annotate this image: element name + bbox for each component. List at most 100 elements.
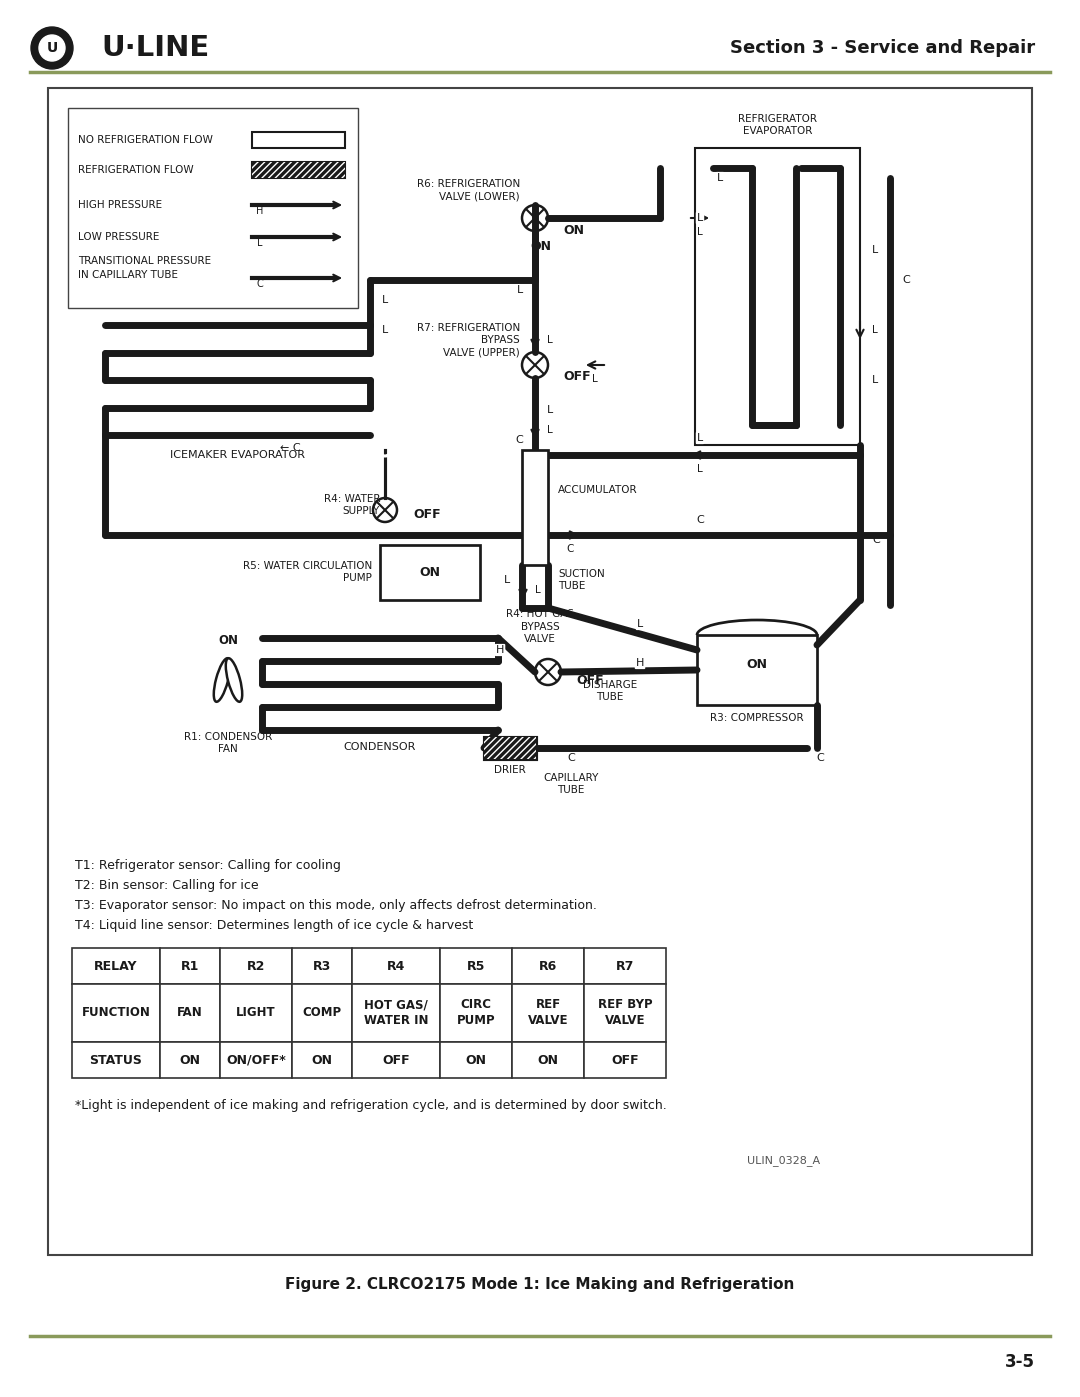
Text: L: L (872, 326, 878, 335)
Text: COMP: COMP (302, 1006, 341, 1020)
Bar (72, 1042, 160, 1078)
Text: ACCUMULATOR: ACCUMULATOR (558, 485, 637, 495)
Bar (584, 1042, 666, 1078)
Text: REFRIGERATION FLOW: REFRIGERATION FLOW (78, 165, 193, 175)
Text: *Light is independent of ice making and refrigeration cycle, and is determined b: *Light is independent of ice making and … (75, 1099, 666, 1112)
Ellipse shape (214, 658, 230, 701)
Bar (72, 949, 160, 983)
Text: C: C (902, 275, 909, 285)
Circle shape (39, 35, 65, 61)
Text: ON: ON (311, 1053, 333, 1066)
Text: T4: Liquid line sensor: Determines length of ice cycle & harvest: T4: Liquid line sensor: Determines lengt… (75, 918, 473, 932)
Text: NO REFRIGERATION FLOW: NO REFRIGERATION FLOW (78, 136, 213, 145)
Text: C: C (566, 543, 573, 555)
Text: OFF: OFF (382, 1053, 409, 1066)
Text: L: L (257, 237, 262, 249)
Text: R7: R7 (616, 960, 634, 972)
Text: ON: ON (563, 224, 584, 236)
Text: R6: R6 (539, 960, 557, 972)
Text: 3-5: 3-5 (1005, 1354, 1035, 1370)
Ellipse shape (226, 658, 242, 701)
Text: C: C (816, 753, 824, 763)
Text: R6: REFRIGERATION
VALVE (LOWER): R6: REFRIGERATION VALVE (LOWER) (417, 179, 519, 201)
Text: OFF: OFF (611, 1053, 638, 1066)
Text: U·LINE: U·LINE (100, 34, 210, 61)
Text: L: L (637, 619, 643, 629)
Text: ON/OFF*: ON/OFF* (226, 1053, 286, 1066)
Bar (160, 983, 220, 1042)
Bar (512, 983, 584, 1042)
Text: C: C (257, 279, 264, 289)
Text: C: C (567, 753, 575, 763)
Text: REF BYP
VALVE: REF BYP VALVE (597, 999, 652, 1028)
Text: L: L (535, 585, 541, 595)
Bar (72, 983, 160, 1042)
Bar (352, 983, 440, 1042)
Text: T3: Evaporator sensor: No impact on this mode, only affects defrost determinatio: T3: Evaporator sensor: No impact on this… (75, 898, 597, 911)
Text: C: C (515, 434, 523, 446)
Text: HIGH PRESSURE: HIGH PRESSURE (78, 200, 162, 210)
Text: L: L (382, 295, 388, 305)
Text: DISHARGE
TUBE: DISHARGE TUBE (583, 680, 637, 703)
Text: HOT GAS/
WATER IN: HOT GAS/ WATER IN (364, 999, 429, 1028)
Text: H: H (256, 205, 264, 217)
Text: FAN: FAN (177, 1006, 203, 1020)
Text: LIGHT: LIGHT (237, 1006, 275, 1020)
Bar (292, 983, 352, 1042)
Text: DRIER: DRIER (495, 766, 526, 775)
Text: LOW PRESSURE: LOW PRESSURE (78, 232, 160, 242)
Text: C: C (872, 535, 880, 545)
Text: L: L (697, 226, 703, 237)
Bar (352, 949, 440, 983)
Circle shape (31, 27, 73, 68)
Text: T1: Refrigerator sensor: Calling for cooling: T1: Refrigerator sensor: Calling for coo… (75, 859, 341, 872)
Bar (584, 949, 666, 983)
Text: L: L (872, 244, 878, 256)
Text: REF
VALVE: REF VALVE (528, 999, 568, 1028)
Bar (292, 1042, 352, 1078)
Text: ON: ON (530, 239, 551, 253)
Text: STATUS: STATUS (90, 1053, 143, 1066)
Text: T2: Bin sensor: Calling for ice: T2: Bin sensor: Calling for ice (75, 879, 258, 891)
Text: R4: HOT GAS
BYPASS
VALVE: R4: HOT GAS BYPASS VALVE (507, 609, 573, 644)
Text: OFF: OFF (413, 509, 441, 521)
Text: R4: WATER
SUPPLY: R4: WATER SUPPLY (324, 493, 380, 517)
Text: ← C: ← C (280, 443, 300, 453)
Text: R1: R1 (180, 960, 199, 972)
FancyBboxPatch shape (252, 131, 345, 148)
Text: CONDENSOR: CONDENSOR (343, 742, 416, 752)
Text: R4: R4 (387, 960, 405, 972)
Text: L: L (546, 425, 553, 434)
Text: SUCTION
TUBE: SUCTION TUBE (558, 569, 605, 591)
Text: U: U (46, 41, 57, 54)
FancyBboxPatch shape (252, 162, 345, 177)
Text: L: L (382, 326, 388, 335)
Bar (160, 949, 220, 983)
Text: R3: COMPRESSOR: R3: COMPRESSOR (711, 712, 804, 724)
Text: L: L (516, 285, 523, 295)
Text: ON: ON (746, 658, 768, 672)
Text: L: L (717, 173, 724, 183)
Text: OFF: OFF (576, 673, 604, 686)
Bar (292, 949, 352, 983)
Text: ULIN_0328_A: ULIN_0328_A (747, 1155, 820, 1166)
Text: ON: ON (179, 1053, 201, 1066)
Text: TRANSITIONAL PRESSURE
IN CAPILLARY TUBE: TRANSITIONAL PRESSURE IN CAPILLARY TUBE (78, 257, 211, 279)
Text: C: C (697, 515, 704, 525)
Bar (512, 1042, 584, 1078)
Bar (48, 88, 1032, 1255)
Text: R5: R5 (467, 960, 485, 972)
Text: Figure 2. CLRCO2175 Mode 1: Ice Making and Refrigeration: Figure 2. CLRCO2175 Mode 1: Ice Making a… (285, 1277, 795, 1292)
Bar (522, 450, 548, 564)
Text: R1: CONDENSOR
FAN: R1: CONDENSOR FAN (184, 732, 272, 754)
Text: H: H (636, 658, 644, 668)
Text: REFRIGERATOR
EVAPORATOR: REFRIGERATOR EVAPORATOR (738, 113, 816, 136)
Text: L: L (503, 576, 510, 585)
Bar (220, 983, 292, 1042)
Bar (440, 1042, 512, 1078)
Text: L: L (697, 464, 703, 474)
Text: ICEMAKER EVAPORATOR: ICEMAKER EVAPORATOR (170, 450, 305, 460)
Text: H: H (496, 645, 504, 655)
Text: OFF: OFF (563, 370, 591, 384)
Text: ON: ON (218, 633, 238, 647)
